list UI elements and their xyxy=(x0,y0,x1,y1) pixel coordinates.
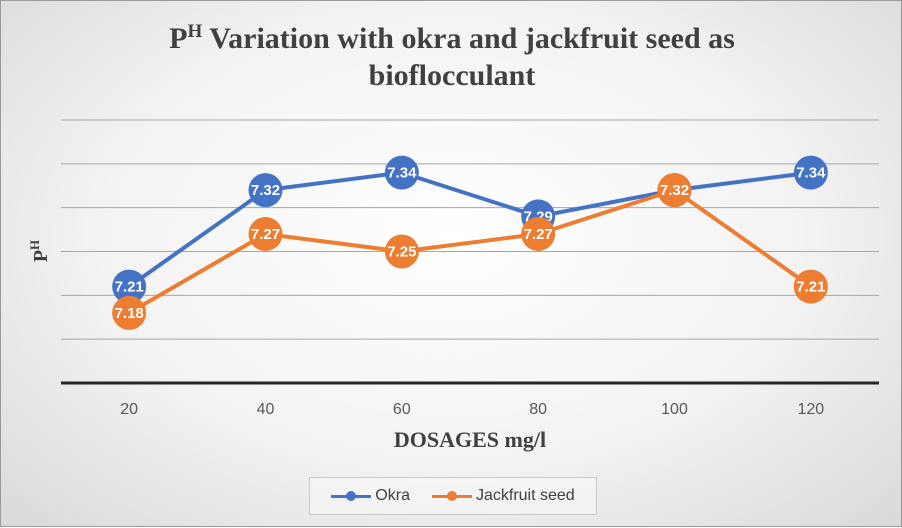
data-point-jackfruit-seed[interactable] xyxy=(793,269,828,304)
series-line-okra xyxy=(127,170,813,289)
x-tick-label: 120 xyxy=(797,401,824,418)
data-point-jackfruit-seed[interactable] xyxy=(521,216,556,251)
legend-swatch-okra xyxy=(331,489,372,503)
chart-title-line-2: bioflocculant xyxy=(369,59,536,92)
data-point-jackfruit-seed[interactable] xyxy=(248,216,283,251)
data-point-okra[interactable] xyxy=(793,155,828,190)
legend-item-jackfruit-seed: Jackfruit seed xyxy=(431,487,575,505)
x-axis-label: DOSAGES mg/l xyxy=(394,427,546,452)
data-point-jackfruit-seed[interactable] xyxy=(384,234,419,269)
gridlines xyxy=(61,119,879,385)
data-point-jackfruit-seed[interactable] xyxy=(657,173,692,208)
data-label-jackfruit-seed: 7.27 xyxy=(251,226,280,243)
legend-swatch-jackfruit-seed xyxy=(431,489,472,503)
x-tick-label: 60 xyxy=(393,401,411,418)
data-label-okra: 7.32 xyxy=(251,182,280,199)
legend: Okra Jackfruit seed xyxy=(309,477,597,515)
series: 7.217.327.347.297.327.347.187.277.257.27… xyxy=(112,155,828,330)
legend-label-jackfruit-seed: Jackfruit seed xyxy=(475,487,575,504)
data-point-okra[interactable] xyxy=(112,269,147,304)
x-tick-label: 40 xyxy=(257,401,275,418)
data-label-okra: 7.34 xyxy=(387,165,417,182)
data-point-jackfruit-seed[interactable] xyxy=(112,295,147,330)
x-axis-ticks: 20 40 60 80 100 120 xyxy=(120,401,824,418)
x-tick-label: 20 xyxy=(120,401,138,418)
legend-item-okra: Okra xyxy=(331,487,410,505)
data-point-okra[interactable] xyxy=(248,173,283,208)
series-line-jackfruit-seed xyxy=(127,188,813,315)
y-axis-label: PH xyxy=(27,240,52,262)
data-point-okra[interactable] xyxy=(384,155,419,190)
data-label-jackfruit-seed: 7.32 xyxy=(660,182,689,199)
data-label-jackfruit-seed: 7.25 xyxy=(387,244,416,261)
x-tick-label: 80 xyxy=(529,401,547,418)
data-label-jackfruit-seed: 7.21 xyxy=(796,279,825,296)
data-label-okra: 7.34 xyxy=(796,165,826,182)
data-label-okra: 7.21 xyxy=(115,279,144,296)
chart-title-line-1: PH Variation with okra and jackfruit see… xyxy=(169,21,735,55)
legend-label-okra: Okra xyxy=(375,487,410,504)
data-label-jackfruit-seed: 7.18 xyxy=(115,305,144,322)
data-label-jackfruit-seed: 7.27 xyxy=(524,226,553,243)
x-tick-label: 100 xyxy=(661,401,688,418)
